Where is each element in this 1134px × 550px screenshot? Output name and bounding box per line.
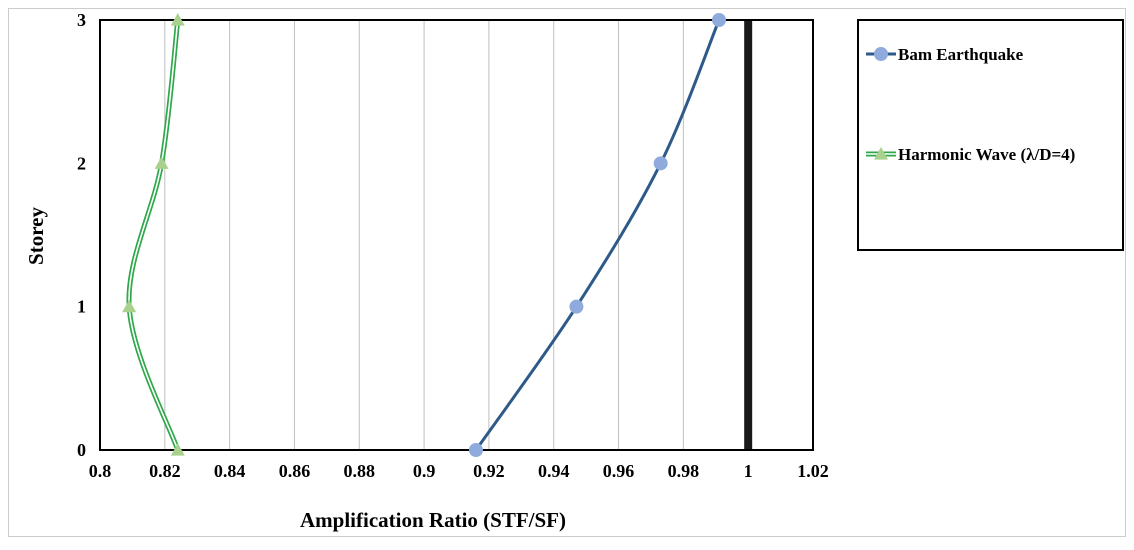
- data-point: [170, 443, 185, 456]
- data-point: [122, 299, 137, 313]
- plot-area-frame: [99, 19, 814, 451]
- tick-labels: 0.8 0.82 0.84 0.86 0.88 0.9 0.92 0.94 0.96 0.98 1 1…: [77, 10, 829, 481]
- legend-items: Bam Earthquake Harmonic Wave (λ/D=4): [866, 45, 1075, 164]
- x-tick-label: 1: [744, 461, 753, 481]
- legend-marker: [874, 147, 888, 160]
- x-tick-label: 0.96: [603, 461, 635, 481]
- legend-label: Bam Earthquake: [898, 45, 1024, 64]
- y-tick-label: 3: [77, 10, 86, 30]
- y-tick-label: 2: [77, 153, 86, 173]
- legend-box: [857, 19, 1124, 251]
- x-tick-label: 0.84: [214, 461, 246, 481]
- x-tick-label: 0.94: [538, 461, 570, 481]
- x-tick-label: 0.92: [473, 461, 505, 481]
- data-point: [468, 443, 483, 457]
- x-tick-label: 0.88: [344, 461, 376, 481]
- legend: Bam Earthquake Harmonic Wave (λ/D=4): [857, 19, 1124, 251]
- x-tick-label: 0.98: [668, 461, 700, 481]
- y-tick-label: 1: [77, 297, 86, 317]
- x-tick-label: 0.8: [89, 461, 112, 481]
- x-tick-label: 0.86: [279, 461, 311, 481]
- data-point: [170, 13, 185, 26]
- x-axis-title: Amplification Ratio (STF/SF): [300, 508, 566, 532]
- x-tick-label: 0.82: [149, 461, 181, 481]
- x-tick-label: 1.02: [797, 461, 829, 481]
- series-line: [474, 19, 721, 451]
- series-line-inner: [128, 19, 179, 451]
- y-axis-title: Storey: [24, 207, 48, 265]
- data-point: [712, 13, 727, 27]
- legend-marker: [874, 47, 888, 61]
- legend-label: Harmonic Wave (λ/D=4): [898, 145, 1075, 164]
- x-tick-label: 0.9: [413, 461, 436, 481]
- y-tick-label: 0: [77, 440, 86, 460]
- data-point: [569, 299, 584, 314]
- data-point: [154, 156, 169, 169]
- data-point: [653, 156, 668, 171]
- series-1: [122, 13, 185, 456]
- series-group: [122, 13, 727, 457]
- series-0: [468, 13, 727, 457]
